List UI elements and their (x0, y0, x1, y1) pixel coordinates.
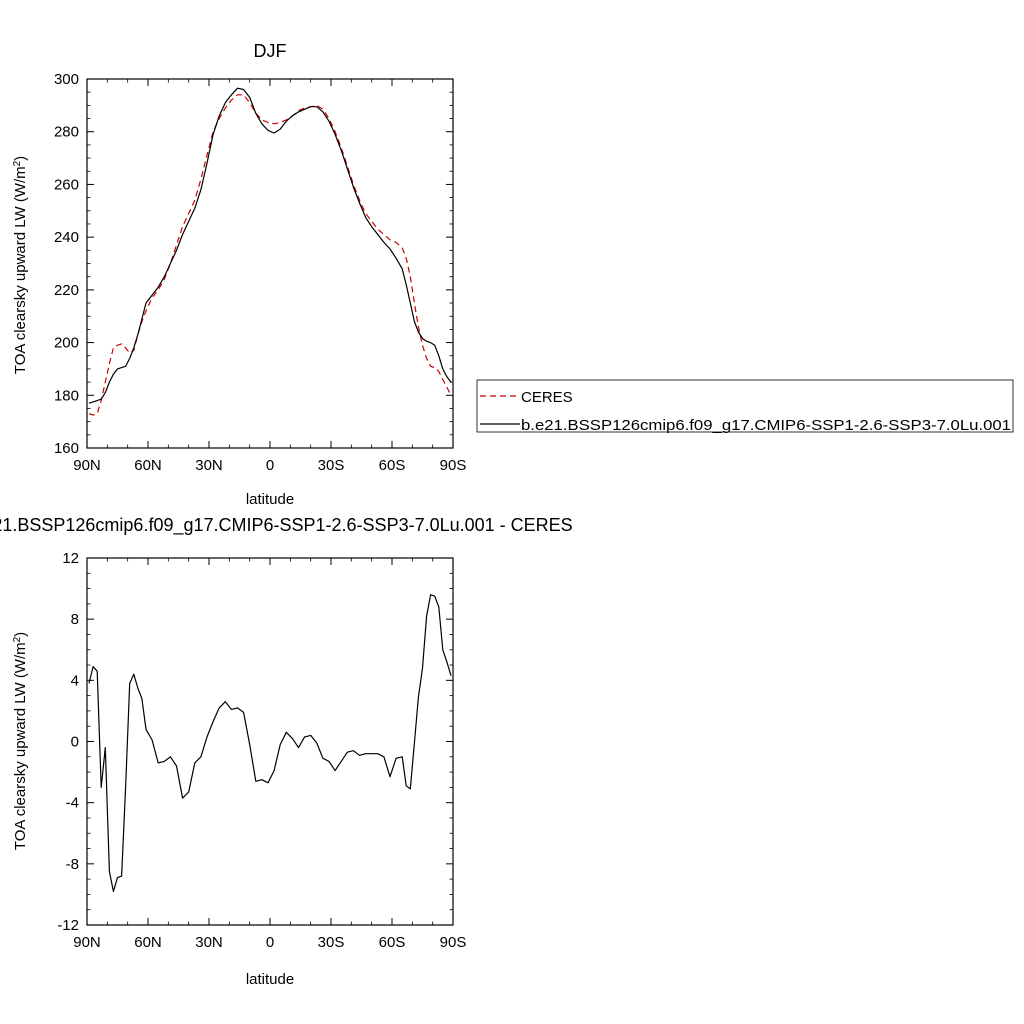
x-tick-label: 30S (318, 934, 345, 951)
top-chart: DJF 160 180 200 220 240 260 280 300 90N 60N 30N 0 30… (12, 41, 467, 508)
x-tick-label: 30S (318, 457, 345, 474)
top-chart-xlabel: latitude (246, 491, 294, 508)
y-tick-label: 8 (71, 611, 79, 628)
bottom-chart-title: b.e21.BSSP126cmip6.f09_g17.CMIP6-SSP1-2.… (0, 515, 573, 536)
x-tick-label: 90N (73, 934, 101, 951)
top-chart-title: DJF (254, 41, 287, 61)
x-tick-label: 0 (266, 457, 274, 474)
legend-label-model: b.e21.BSSP126cmip6.f09_g17.CMIP6-SSP1-2.… (521, 417, 1011, 434)
series-line-model (88, 87, 452, 404)
x-tick-label: 60N (134, 934, 162, 951)
y-tick-label: 220 (54, 282, 79, 299)
series-line-model (88, 594, 452, 893)
legend-box (476, 379, 1014, 433)
y-tick-label: -4 (66, 795, 79, 812)
y-tick-label: 0 (71, 734, 79, 751)
y-tick-label: 180 (54, 387, 79, 404)
top-chart-ylabel: TOA clearsky upward LW (W/m2) (12, 156, 30, 374)
x-tick-label: 60S (379, 457, 406, 474)
legend: CERES b.e21.BSSP126cmip6.f09_g17.CMIP6-S… (476, 379, 1014, 434)
x-tick-label: 90S (440, 934, 467, 951)
y-tick-label: 260 (54, 176, 79, 193)
bottom-chart-ylabel: TOA clearsky upward LW (W/m2) (12, 632, 30, 850)
bottom-chart: b.e21.BSSP126cmip6.f09_g17.CMIP6-SSP1-2.… (0, 515, 573, 988)
top-plot-area: 160 180 200 220 240 260 280 300 90N 60N 30N 0 30S 60S… (54, 71, 466, 474)
y-tick-label: 240 (54, 229, 79, 246)
y-tick-label: 160 (54, 440, 79, 457)
bottom-chart-xlabel: latitude (246, 971, 294, 988)
y-tick-label: 12 (62, 550, 79, 567)
y-tick-label: 300 (54, 71, 79, 88)
y-tick-label: 280 (54, 124, 79, 141)
bottom-plot-area: -12 -8 -4 0 4 8 12 90N 60N 30N 0 30S 60S 90S (57, 550, 466, 951)
y-tick-label: -12 (57, 917, 79, 934)
x-tick-label: 90N (73, 457, 101, 474)
series-line-ceres (88, 94, 452, 416)
x-tick-label: 30N (195, 457, 223, 474)
x-tick-label: 30N (195, 934, 223, 951)
x-tick-label: 90S (440, 457, 467, 474)
x-tick-label: 60N (134, 457, 162, 474)
y-tick-label: 4 (71, 672, 79, 689)
y-tick-label: -8 (66, 856, 79, 873)
x-tick-label: 0 (266, 934, 274, 951)
x-tick-label: 60S (379, 934, 406, 951)
legend-label-ceres: CERES (521, 389, 573, 406)
y-tick-label: 200 (54, 335, 79, 352)
